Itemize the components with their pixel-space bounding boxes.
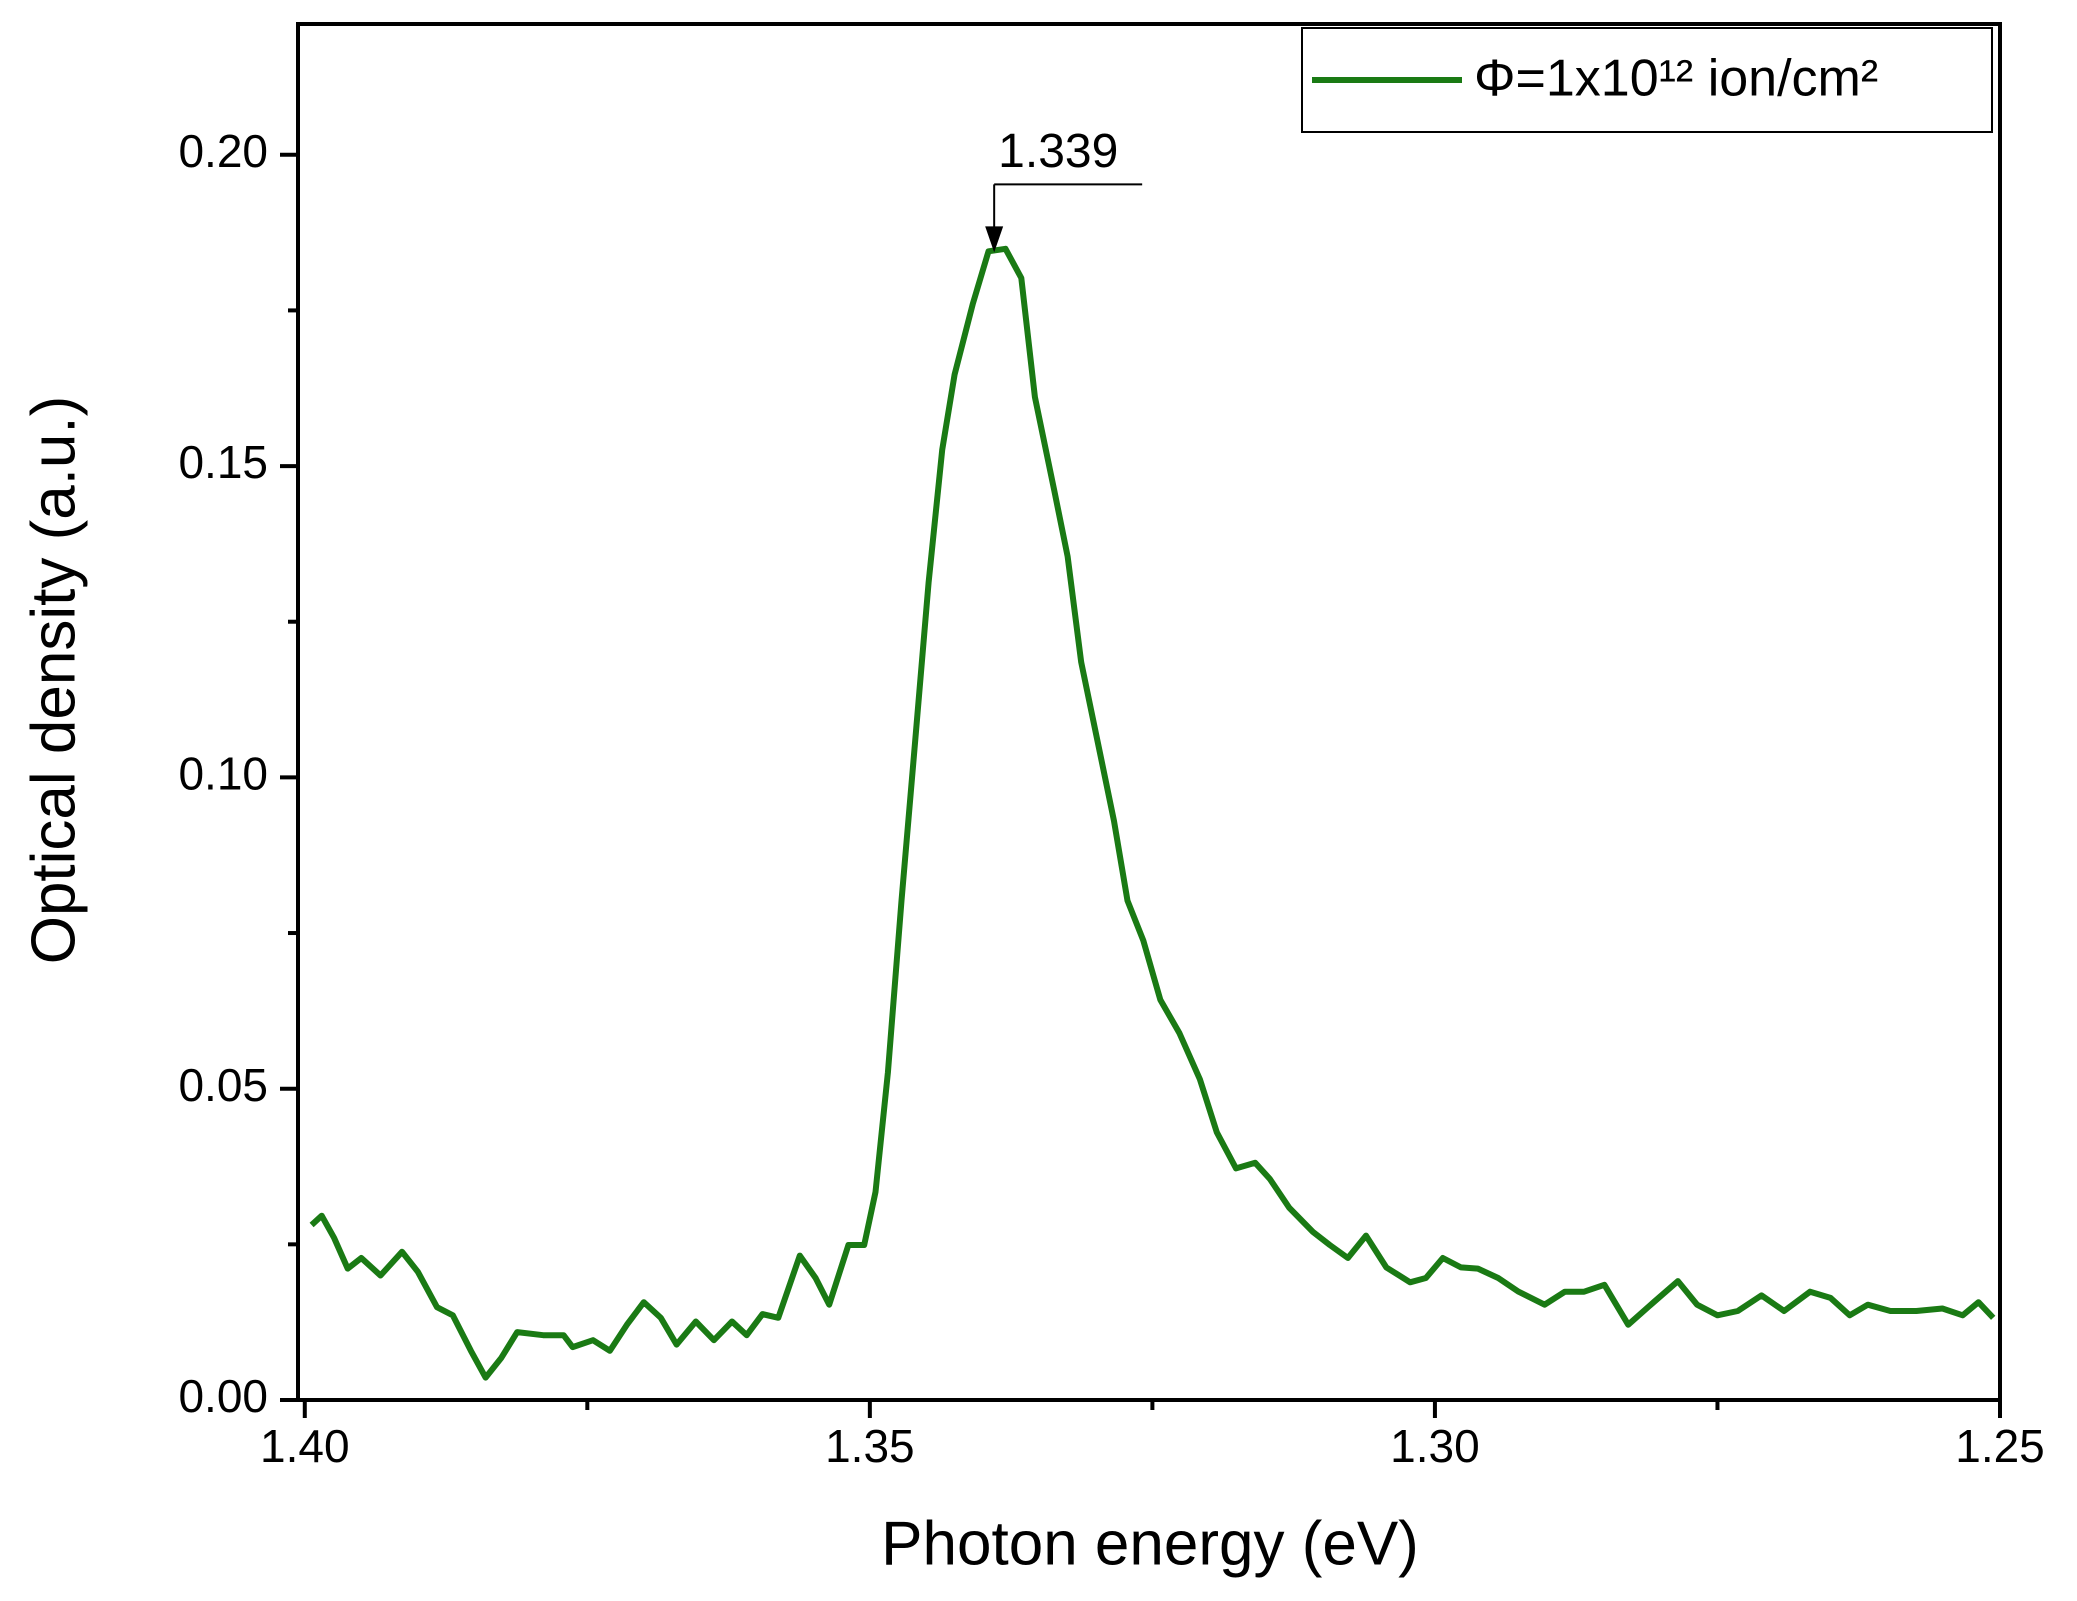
- y-tick-label: 0.20: [178, 125, 268, 177]
- x-tick-label: 1.25: [1955, 1420, 2045, 1472]
- y-axis-title: Optical density (a.u.): [19, 396, 88, 965]
- x-tick-label: 1.30: [1390, 1420, 1480, 1472]
- x-axis-title: Photon energy (eV): [881, 1509, 1419, 1578]
- annotation-label: 1.339: [998, 125, 1118, 178]
- x-tick-label: 1.40: [260, 1420, 350, 1472]
- y-tick-label: 0.05: [178, 1059, 268, 1111]
- plot-frame: [296, 22, 2002, 1402]
- data-line: [309, 245, 1996, 1381]
- legend-label: Φ=1x10¹² ion/cm²: [1474, 50, 1878, 108]
- y-tick-label: 0.00: [178, 1370, 268, 1422]
- y-tick-label: 0.15: [178, 436, 268, 488]
- annotation-arrowhead: [985, 226, 1004, 253]
- x-tick-label: 1.35: [825, 1420, 915, 1472]
- y-tick-label: 0.10: [178, 748, 268, 800]
